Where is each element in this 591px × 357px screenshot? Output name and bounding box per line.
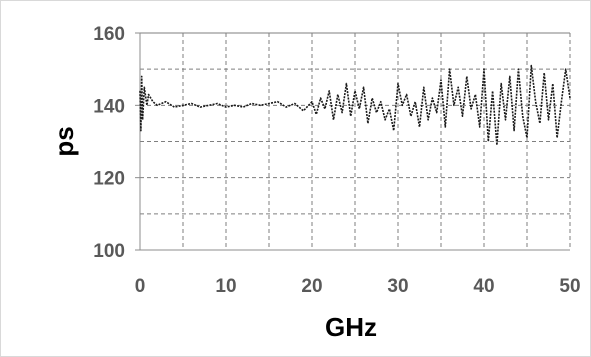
series-line-0 [139, 64, 571, 146]
x-tick-label: 0 [135, 276, 146, 297]
y-tick-label: 120 [93, 169, 125, 190]
y-tick-label: 160 [93, 24, 125, 45]
y-tick-label: 140 [93, 96, 125, 117]
x-axis-title: GHz [325, 312, 377, 342]
x-tick-label: 50 [559, 276, 580, 297]
x-tick-label: 40 [473, 276, 494, 297]
y-tick-label: 100 [93, 241, 125, 262]
x-tick-label: 10 [215, 276, 236, 297]
x-tick-label: 20 [301, 276, 322, 297]
y-axis-title: ps [49, 126, 79, 156]
x-tick-label: 30 [387, 276, 408, 297]
